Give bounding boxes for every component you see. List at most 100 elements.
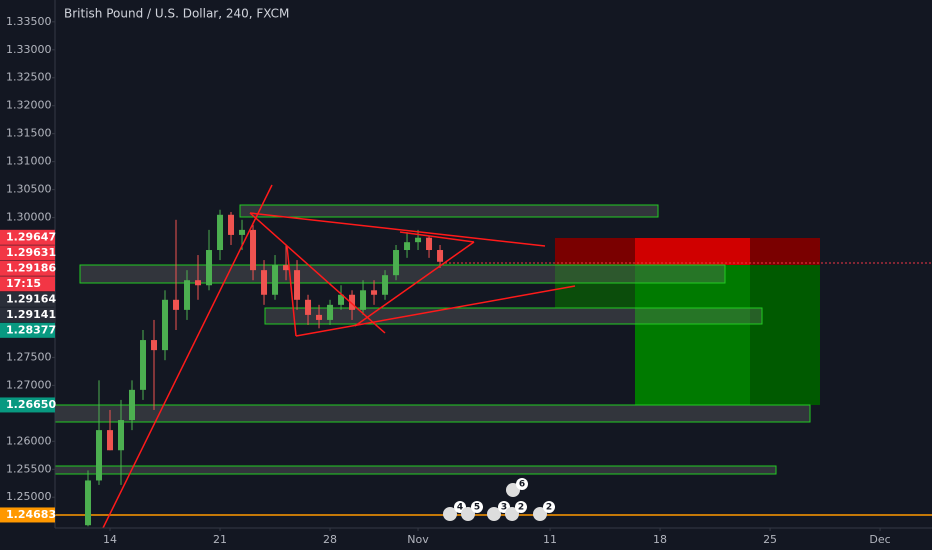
x-tick-label: 14 [103,533,117,546]
price-badge-label: 1.29164 [6,292,56,305]
candle-body [415,237,422,243]
candle-body [151,340,158,351]
candle-body [371,290,378,295]
candle-body [338,294,345,305]
event-icon [533,507,547,521]
trend-lines [102,184,576,529]
y-tick-label: 1.33000 [6,43,52,56]
event-count: 2 [518,503,524,513]
candle-body [162,299,169,351]
event-count: 4 [457,503,463,513]
candle-body [107,430,114,451]
x-tick-label: 28 [323,533,337,546]
event-badge [516,478,528,490]
candle-body [360,290,367,310]
zone [264,307,763,325]
price-badge-label: 1.29141 [6,308,56,321]
candle-body [404,242,411,251]
trend-line [399,231,475,243]
candle-body [250,229,257,271]
price-badge [0,260,55,276]
candle-body [327,304,334,320]
event-count: 3 [501,503,507,513]
candle-body [239,229,246,235]
y-tick-label: 1.25000 [6,490,52,503]
y-tick-label: 1.27500 [6,350,52,363]
axis-labels: 1.33500 1.33000 1.32500 1.32000 1.31500 1.310… [0,15,891,546]
zone [79,264,726,284]
trend-line [249,212,386,334]
x-tick-label: Nov [407,533,429,546]
price-badge [0,229,55,245]
price-badge-label: 17:15 [6,277,41,290]
price-badge-label: 1.29186 [6,261,56,274]
y-tick-label: 1.31000 [6,155,52,168]
y-tick-label: 1.33500 [6,15,52,28]
candle-body [118,420,125,451]
event-badge [515,501,527,513]
candle-body [272,265,279,295]
candle-body [294,270,301,300]
candle-body [382,275,389,295]
zone [54,404,811,423]
candle-body [305,299,312,315]
event-icon [461,507,475,521]
candle-body [426,237,433,251]
price-badge [0,397,55,413]
price-badge [0,245,55,261]
candle-body [437,250,444,262]
y-tick-label: 1.27000 [6,378,52,391]
event-icon [506,483,520,497]
candle-body [261,270,268,295]
zone [54,465,777,475]
target-zone [750,265,820,405]
event-badge [543,501,555,513]
y-tick-label: 1.25500 [6,462,52,475]
trend-line [286,245,297,337]
candle-body [283,265,290,271]
x-tick-label: 11 [543,533,557,546]
chart-title: British Pound / U.S. Dollar, 240, FXCM [64,7,289,21]
event-icon [487,507,501,521]
x-tick-label: 25 [763,533,777,546]
event-icon [505,507,519,521]
y-tick-label: 1.32500 [6,71,52,84]
price-badge-label: 1.26650 [6,398,56,411]
drawings [54,204,932,516]
candle-body [195,280,202,286]
trend-line [102,184,273,529]
candle-body [184,280,191,310]
price-badge [0,276,55,292]
event-count: 6 [519,480,525,490]
event-badge [471,501,483,513]
x-tick-label: Dec [869,533,890,546]
candle-body [96,430,103,481]
candle-body [316,314,323,320]
y-tick-label: 1.31500 [6,127,52,140]
trend-line [354,241,475,327]
x-tick-label: 18 [653,533,667,546]
y-tick-label: 1.30500 [6,183,52,196]
candle-body [206,250,213,286]
candle-body [173,299,180,310]
y-tick-label: 1.32000 [6,99,52,112]
price-badge-label: 1.29631 [6,246,56,259]
candles [85,209,444,527]
y-tick-label: 1.30000 [6,211,52,224]
price-badge [0,322,55,338]
candle-body [349,294,356,310]
candle-body [140,340,147,390]
candle-body [129,389,136,421]
price-badge [0,307,55,323]
candle-body [393,250,400,276]
candle-body [85,480,92,526]
price-badge-label: 1.28377 [6,323,56,336]
price-badge [0,507,55,523]
x-tick-label: 21 [213,533,227,546]
trend-line [249,212,546,247]
trend-line [295,285,576,337]
candle-body [228,214,235,235]
candle-body [217,214,224,251]
event-count: 5 [474,503,480,513]
